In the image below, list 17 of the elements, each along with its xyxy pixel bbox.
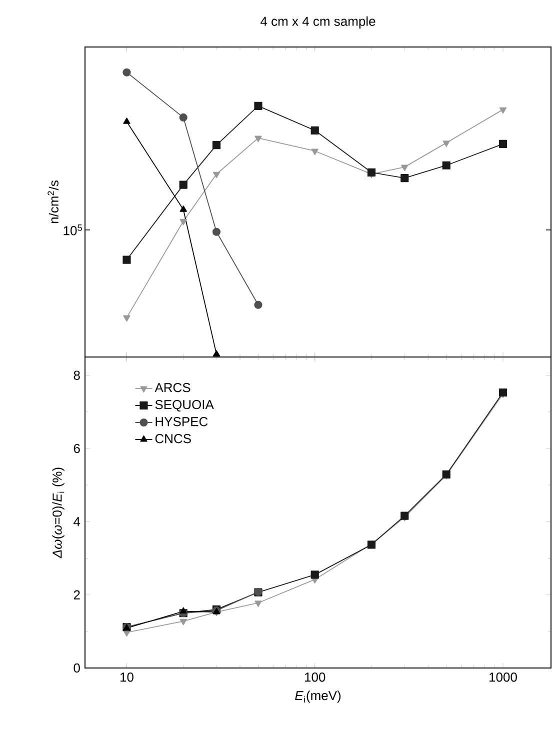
- y-tick-label: 0: [74, 663, 80, 673]
- y-tick-label: 2: [74, 590, 80, 600]
- chart-title: 4 cm x 4 cm sample: [260, 16, 376, 28]
- legend-label: ARCS: [154, 382, 190, 392]
- x-tick-label: 10: [120, 672, 134, 682]
- legend-label: CNCS: [155, 434, 191, 444]
- y-tick-label: 6: [74, 444, 80, 454]
- text: 10$^{5}$: [64, 224, 82, 236]
- y-axis-title: Δω(ω=0)/E$_{i}$ (%): [52, 468, 64, 558]
- x-tick-label: 1000: [490, 672, 517, 682]
- x-axis-title: E$_{i}$(meV): [295, 690, 341, 703]
- x-tick-label: 100: [305, 672, 326, 682]
- y-axis-title: n/cm$^{2}$/s: [48, 180, 58, 224]
- legend-label: HYSPEC: [156, 416, 208, 426]
- legend-label: SEQUOIA: [155, 400, 214, 412]
- y-tick-label: 8: [74, 370, 80, 380]
- y-tick-label: 4: [74, 517, 80, 526]
